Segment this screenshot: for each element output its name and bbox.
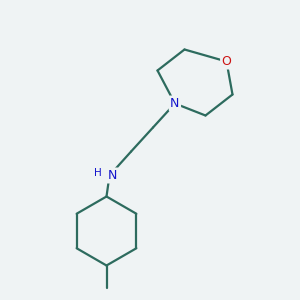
Text: H: H xyxy=(94,168,102,178)
Text: N: N xyxy=(170,97,180,110)
Text: N: N xyxy=(108,169,117,182)
Text: O: O xyxy=(222,55,231,68)
